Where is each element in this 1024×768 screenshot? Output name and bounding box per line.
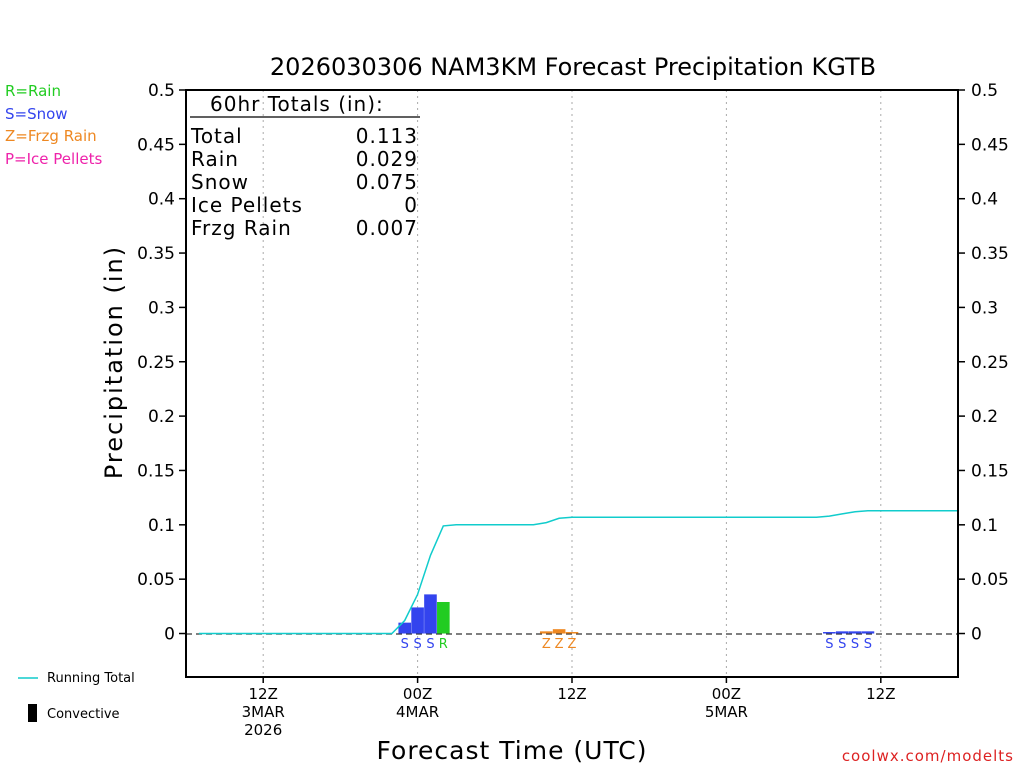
totals-label-4: Frzg Rain — [191, 216, 292, 240]
precip-type-marker-2: S — [426, 637, 434, 652]
y-tick-label-right-7: 0.15 — [971, 461, 1009, 481]
y-tick-label-left-0: 0.5 — [148, 81, 175, 101]
totals-label-0: Total — [190, 124, 243, 148]
legend-frzg-rain: Z=Frzg Rain — [5, 127, 97, 145]
precip-type-marker-9: S — [851, 637, 859, 652]
precip-type-marker-6: Z — [568, 637, 577, 652]
totals-value-3: 0 — [404, 193, 418, 217]
y-tick-label-right-9: 0.05 — [971, 570, 1009, 590]
totals-label-2: Snow — [191, 170, 249, 194]
y-tick-label-right-10: 0 — [971, 625, 982, 645]
precip-type-marker-0: S — [401, 637, 409, 652]
totals-box: 60hr Totals (in): Total 0.113 Rain 0.029 Sno… — [190, 92, 420, 240]
legend-snow: S=Snow — [5, 105, 68, 123]
precip-type-marker-7: S — [825, 637, 833, 652]
x-axis-label: Forecast Time (UTC) — [377, 736, 648, 765]
totals-label-3: Ice Pellets — [191, 193, 303, 217]
chart-title: 2026030306 NAM3KM Forecast Precipitation… — [270, 53, 876, 81]
credit-text: coolwx.com/modelts — [842, 747, 1014, 765]
x-tick-label-3-2: 5MAR — [705, 703, 748, 721]
y-tick-label-left-2: 0.4 — [148, 190, 175, 210]
y-tick-label-right-6: 0.2 — [971, 407, 998, 427]
running-total-line — [198, 509, 958, 635]
totals-value-0: 0.113 — [356, 124, 418, 148]
x-tick-label-4-1: 12Z — [866, 685, 895, 703]
precip-bar-5 — [552, 629, 566, 634]
totals-value-2: 0.075 — [356, 170, 418, 194]
y-tick-label-right-2: 0.4 — [971, 190, 998, 210]
y-tick-label-left-5: 0.25 — [137, 353, 175, 373]
y-tick-label-right-4: 0.3 — [971, 298, 998, 318]
precip-bar-4 — [539, 631, 553, 634]
y-axis-label: Precipitation (in) — [100, 245, 128, 479]
precip-bar-7 — [823, 632, 836, 634]
precip-type-marker-3: R — [439, 637, 448, 652]
y-tick-label-left-9: 0.05 — [137, 570, 175, 590]
totals-label-1: Rain — [191, 147, 239, 171]
y-tick-label-left-3: 0.35 — [137, 244, 175, 264]
precip-type-marker-8: S — [838, 637, 846, 652]
precip-bar-8 — [835, 631, 849, 634]
precip-bar-9 — [848, 631, 862, 634]
grid-lines — [262, 90, 882, 677]
x-tick-label-3-1: 00Z — [712, 685, 741, 703]
precip-type-marker-5: Z — [555, 637, 564, 652]
y-tick-label-left-4: 0.3 — [148, 298, 175, 318]
x-tick-label-1-1: 00Z — [403, 685, 432, 703]
totals-value-4: 0.007 — [356, 216, 418, 240]
y-tick-label-left-10: 0 — [164, 625, 175, 645]
y-tick-label-right-1: 0.45 — [971, 135, 1009, 155]
precip-type-marker-4: Z — [542, 637, 551, 652]
totals-heading: 60hr Totals (in): — [210, 92, 384, 116]
y-tick-label-left-7: 0.15 — [137, 461, 175, 481]
line-legend: Running Total Convective — [18, 671, 135, 722]
precip-bar-3 — [437, 601, 450, 634]
precip-type-marker-1: S — [413, 637, 421, 652]
y-tick-label-right-3: 0.35 — [971, 244, 1009, 264]
convective-legend-label: Convective — [47, 707, 120, 722]
precip-type-legend: R=Rain S=Snow Z=Frzg Rain P=Ice Pellets — [5, 82, 102, 168]
y-tick-label-right-0: 0.5 — [971, 81, 998, 101]
precip-bar-1 — [411, 607, 424, 634]
y-tick-label-left-8: 0.1 — [148, 516, 175, 536]
running-total-legend-label: Running Total — [47, 671, 135, 686]
legend-rain: R=Rain — [5, 82, 61, 100]
x-tick-label-2-1: 12Z — [557, 685, 586, 703]
y-axis-ticks: 0.5 0.5 0.45 0.45 0.4 0.4 0.35 0.35 0.3 0.3 0.25 0.… — [137, 81, 1009, 645]
precip-bar-10 — [861, 631, 875, 634]
y-tick-label-right-8: 0.1 — [971, 516, 998, 536]
precip-bar-2 — [424, 594, 437, 634]
convective-legend-swatch — [28, 704, 37, 722]
y-tick-label-left-1: 0.45 — [137, 135, 175, 155]
x-tick-label-0-3: 2026 — [244, 721, 282, 739]
y-tick-label-right-5: 0.25 — [971, 353, 1009, 373]
totals-value-1: 0.029 — [356, 147, 418, 171]
precip-type-marker-10: S — [864, 637, 872, 652]
x-tick-label-0-1: 12Z — [249, 685, 278, 703]
y-tick-label-left-6: 0.2 — [148, 407, 175, 427]
precip-bar-0 — [398, 622, 412, 634]
legend-ice-pellets: P=Ice Pellets — [5, 150, 102, 168]
precip-bars — [398, 594, 875, 634]
precip-bar-6 — [565, 632, 579, 634]
x-tick-label-1-2: 4MAR — [396, 703, 439, 721]
x-tick-label-0-2: 3MAR — [242, 703, 285, 721]
